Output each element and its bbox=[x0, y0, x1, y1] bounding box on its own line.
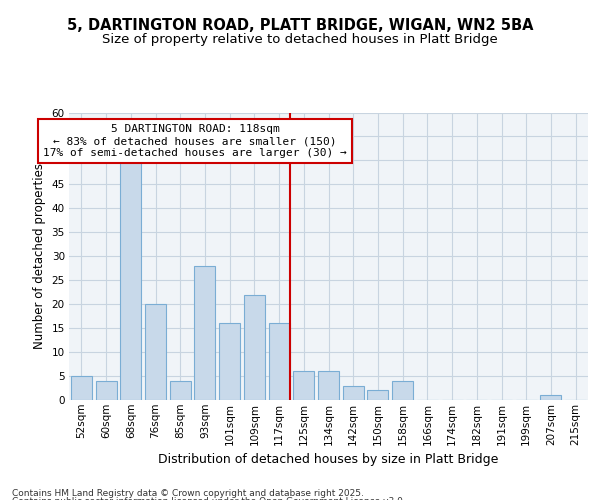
Bar bbox=[392, 381, 413, 400]
Bar bbox=[318, 371, 339, 400]
Bar bbox=[367, 390, 388, 400]
Bar bbox=[541, 395, 562, 400]
Bar bbox=[293, 371, 314, 400]
Text: Contains HM Land Registry data © Crown copyright and database right 2025.: Contains HM Land Registry data © Crown c… bbox=[12, 488, 364, 498]
Text: Contains public sector information licensed under the Open Government Licence v3: Contains public sector information licen… bbox=[12, 497, 406, 500]
Bar bbox=[71, 376, 92, 400]
Bar bbox=[219, 324, 240, 400]
Text: 5 DARTINGTON ROAD: 118sqm
← 83% of detached houses are smaller (150)
17% of semi: 5 DARTINGTON ROAD: 118sqm ← 83% of detac… bbox=[43, 124, 347, 158]
Bar bbox=[244, 294, 265, 400]
Bar bbox=[343, 386, 364, 400]
Bar bbox=[170, 381, 191, 400]
X-axis label: Distribution of detached houses by size in Platt Bridge: Distribution of detached houses by size … bbox=[158, 453, 499, 466]
Bar bbox=[95, 381, 116, 400]
Bar bbox=[120, 160, 141, 400]
Bar bbox=[145, 304, 166, 400]
Bar bbox=[269, 324, 290, 400]
Y-axis label: Number of detached properties: Number of detached properties bbox=[33, 163, 46, 350]
Text: Size of property relative to detached houses in Platt Bridge: Size of property relative to detached ho… bbox=[102, 32, 498, 46]
Text: 5, DARTINGTON ROAD, PLATT BRIDGE, WIGAN, WN2 5BA: 5, DARTINGTON ROAD, PLATT BRIDGE, WIGAN,… bbox=[67, 18, 533, 32]
Bar bbox=[194, 266, 215, 400]
